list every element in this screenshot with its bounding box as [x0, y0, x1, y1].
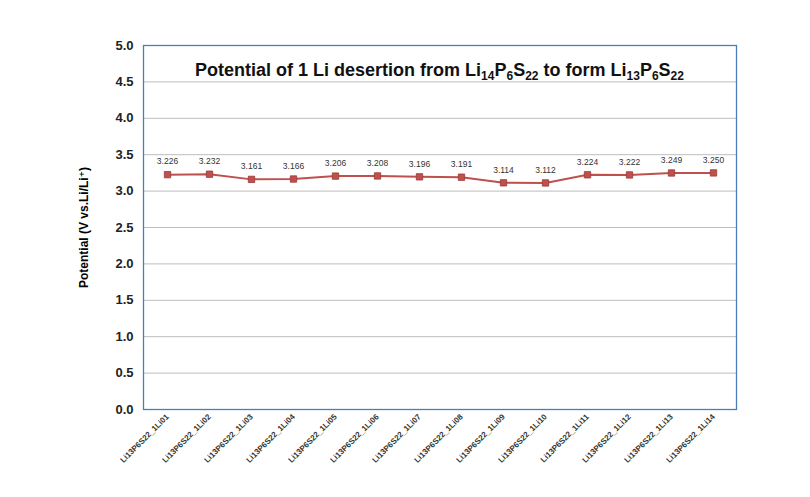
- svg-text:Li13P6S22_1Li14: Li13P6S22_1Li14: [664, 412, 717, 465]
- svg-text:3.249: 3.249: [661, 155, 683, 165]
- svg-text:3.161: 3.161: [241, 161, 263, 171]
- svg-text:Potential (V vs.Li/Li⁺): Potential (V vs.Li/Li⁺): [77, 167, 91, 288]
- svg-text:Li13P6S22_1Li08: Li13P6S22_1Li08: [412, 412, 465, 465]
- svg-text:Li13P6S22_1Li05: Li13P6S22_1Li05: [286, 412, 339, 465]
- svg-text:3.222: 3.222: [619, 157, 641, 167]
- svg-text:Li13P6S22_1Li11: Li13P6S22_1Li11: [538, 412, 591, 465]
- svg-text:3.250: 3.250: [703, 155, 725, 165]
- svg-text:0.0: 0.0: [115, 402, 133, 417]
- svg-text:1.0: 1.0: [115, 329, 133, 344]
- svg-text:Li13P6S22_1Li07: Li13P6S22_1Li07: [370, 412, 423, 465]
- svg-text:3.166: 3.166: [283, 161, 305, 171]
- svg-text:3.191: 3.191: [451, 159, 473, 169]
- svg-text:4.5: 4.5: [115, 74, 133, 89]
- svg-text:4.0: 4.0: [115, 110, 133, 125]
- svg-text:3.232: 3.232: [199, 156, 221, 166]
- svg-text:Li13P6S22_1Li10: Li13P6S22_1Li10: [496, 412, 549, 465]
- svg-text:3.114: 3.114: [493, 165, 514, 175]
- svg-text:3.0: 3.0: [115, 183, 133, 198]
- svg-text:3.226: 3.226: [157, 156, 179, 166]
- svg-text:0.5: 0.5: [115, 365, 133, 380]
- svg-text:2.0: 2.0: [115, 256, 133, 271]
- svg-text:3.196: 3.196: [409, 159, 431, 169]
- svg-text:5.0: 5.0: [115, 38, 133, 53]
- svg-text:Li13P6S22_1Li01: Li13P6S22_1Li01: [118, 412, 171, 465]
- svg-text:3.224: 3.224: [577, 157, 599, 167]
- svg-text:Li13P6S22_1Li03: Li13P6S22_1Li03: [202, 412, 255, 465]
- svg-text:Li13P6S22_1Li12: Li13P6S22_1Li12: [580, 412, 633, 465]
- svg-text:3.5: 3.5: [115, 147, 133, 162]
- svg-text:Li13P6S22_1Li09: Li13P6S22_1Li09: [454, 412, 507, 465]
- svg-text:Li13P6S22_1Li04: Li13P6S22_1Li04: [244, 412, 297, 465]
- svg-text:2.5: 2.5: [115, 220, 133, 235]
- svg-text:Li13P6S22_1Li06: Li13P6S22_1Li06: [328, 412, 381, 465]
- svg-text:3.112: 3.112: [535, 165, 556, 175]
- svg-text:Li13P6S22_1Li02: Li13P6S22_1Li02: [160, 412, 213, 465]
- svg-text:1.5: 1.5: [115, 292, 133, 307]
- svg-text:Li13P6S22_1Li13: Li13P6S22_1Li13: [622, 412, 675, 465]
- svg-text:3.206: 3.206: [325, 158, 347, 168]
- svg-text:Potential of 1 Li desertion fr: Potential of 1 Li desertion from Li14P6S…: [195, 60, 684, 83]
- svg-text:3.208: 3.208: [367, 158, 389, 168]
